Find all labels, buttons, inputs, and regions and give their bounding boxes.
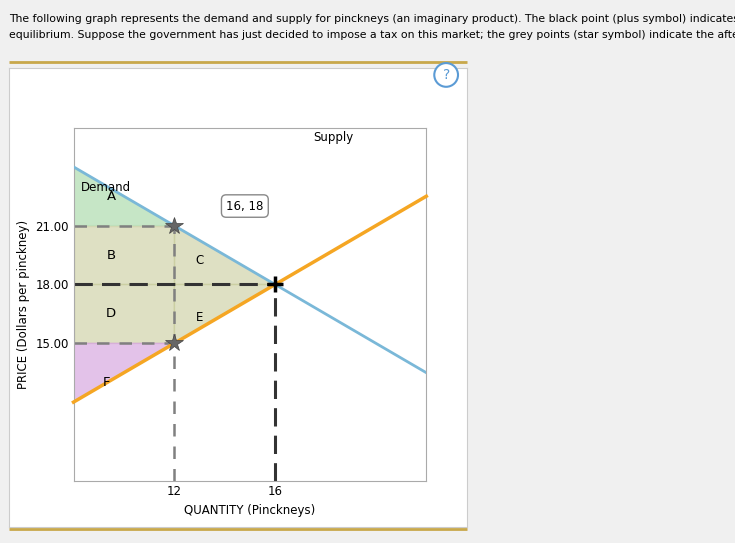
Text: Supply: Supply — [313, 131, 353, 144]
Text: E: E — [196, 311, 203, 324]
Text: A: A — [107, 190, 116, 203]
Text: B: B — [107, 249, 116, 262]
Polygon shape — [74, 167, 174, 226]
Text: 16, 18: 16, 18 — [226, 199, 264, 212]
Text: Demand: Demand — [81, 181, 131, 194]
Polygon shape — [74, 226, 174, 285]
X-axis label: QUANTITY (Pinckneys): QUANTITY (Pinckneys) — [184, 504, 315, 517]
Text: F: F — [102, 376, 110, 389]
Polygon shape — [74, 285, 174, 343]
Text: equilibrium. Suppose the government has just decided to impose a tax on this mar: equilibrium. Suppose the government has … — [9, 30, 735, 40]
Y-axis label: PRICE (Dollars per pinckney): PRICE (Dollars per pinckney) — [17, 219, 29, 389]
Polygon shape — [174, 285, 275, 343]
Polygon shape — [174, 226, 275, 285]
Text: D: D — [107, 307, 116, 320]
Text: C: C — [196, 255, 204, 268]
Text: The following graph represents the demand and supply for pinckneys (an imaginary: The following graph represents the deman… — [9, 14, 735, 23]
Text: ?: ? — [442, 68, 450, 82]
Polygon shape — [74, 343, 174, 402]
